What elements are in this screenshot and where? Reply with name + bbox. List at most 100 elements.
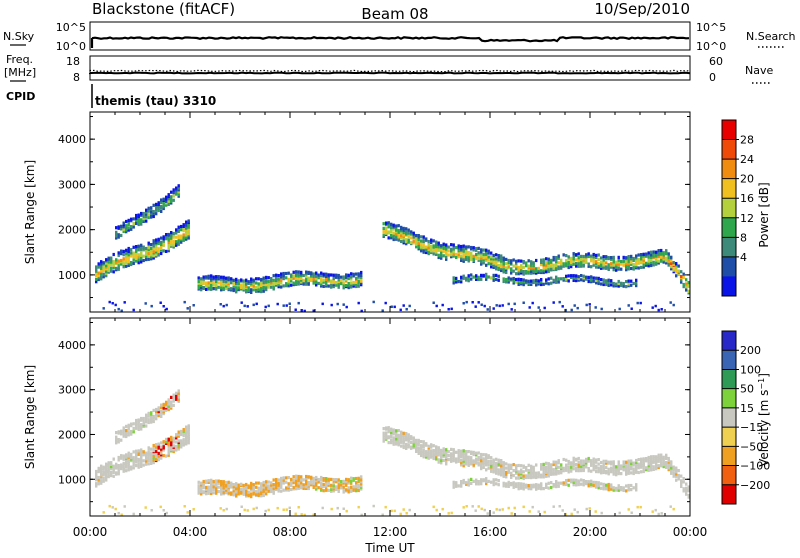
power-cell [170,201,173,205]
velocity-cell [677,477,680,481]
power-cell [505,268,508,272]
velocity-cell [531,505,534,509]
velocity-cell [125,434,128,439]
velocity-cell [615,488,618,492]
velocity-cell [632,471,635,476]
velocity-cell [320,475,323,480]
power-cell [405,238,408,242]
power-cell [585,255,588,259]
power-cell [240,301,243,304]
power-cell [490,251,493,255]
velocity-cell [105,468,108,472]
power-cell [427,246,430,250]
velocity-cell [232,492,235,496]
velocity-cell [262,489,265,493]
velocity-cell [177,445,180,449]
power-cell [167,194,170,199]
velocity-cell [475,478,478,482]
power-cell [525,269,528,274]
velocity-cell [647,457,650,461]
y-tick-label: 1000 [58,269,86,282]
velocity-cell [135,451,138,455]
power-cell [245,278,248,282]
power-cell [460,247,463,251]
velocity-cell [515,484,518,489]
power-cell [627,279,630,283]
velocity-cell [550,463,553,467]
velocity-cell [397,433,400,437]
power-cell [527,271,530,275]
velocity-cell [657,456,660,460]
power-cell [652,250,655,254]
power-cell [555,275,558,279]
power-cell [162,235,165,239]
power-cell [497,274,500,278]
velocity-cell [527,472,530,476]
velocity-cell [135,454,138,458]
velocity-cell [460,480,463,484]
power-cell [625,285,628,289]
velocity-cell [450,452,453,456]
power-cell [527,259,530,263]
velocity-cell [200,481,203,485]
velocity-cell [617,470,620,474]
power-cell [267,276,270,280]
power-cell [250,288,253,292]
power-cell [567,255,570,259]
velocity-cell [125,459,128,463]
colorbar-segment [722,350,736,370]
power-cell [225,284,228,288]
velocity-cell [102,465,105,469]
velocity-cell [272,491,275,495]
velocity-cell [382,435,385,439]
power-cell [595,265,598,269]
velocity-cell [187,436,190,441]
power-cell [220,281,223,286]
power-cell [381,309,384,312]
velocity-cell [215,491,218,495]
velocity-cell [405,435,408,439]
power-cell [685,282,688,286]
power-cell [450,253,453,257]
power-cell [487,255,490,259]
velocity-cell [112,464,115,468]
power-cell [442,250,445,254]
power-cell [335,273,338,277]
power-cell [610,280,613,284]
power-cell [337,285,340,289]
power-cell [622,262,625,266]
x-tick-label: 04:00 [173,525,208,539]
velocity-cell [332,478,335,482]
power-cell [225,280,228,284]
velocity-cell [600,460,603,465]
velocity-cell [537,510,540,513]
power-cell [242,286,245,290]
velocity-cell [402,444,405,448]
power-cell [440,256,443,260]
velocity-cell [395,437,398,441]
velocity-cell [642,467,645,471]
velocity-cell [315,485,318,489]
velocity-cell [250,492,253,496]
power-cell [147,206,150,210]
velocity-cell [387,426,390,430]
velocity-cell [205,492,208,496]
velocity-cell [275,478,278,482]
velocity-cell [252,507,255,511]
power-cell [350,281,353,285]
velocity-cell [527,463,530,467]
power-cell [187,225,190,229]
power-cell [618,307,621,311]
velocity-cell [490,480,493,484]
power-cell [582,260,585,264]
power-cell [625,263,628,267]
power-cell [122,227,125,232]
velocity-cell [667,466,670,470]
power-cell [590,275,593,279]
velocity-cell [275,487,278,492]
velocity-cell [207,480,210,484]
velocity-cell [452,485,455,489]
power-cell [252,303,255,307]
power-cell [395,232,398,236]
power-cell [615,262,618,266]
